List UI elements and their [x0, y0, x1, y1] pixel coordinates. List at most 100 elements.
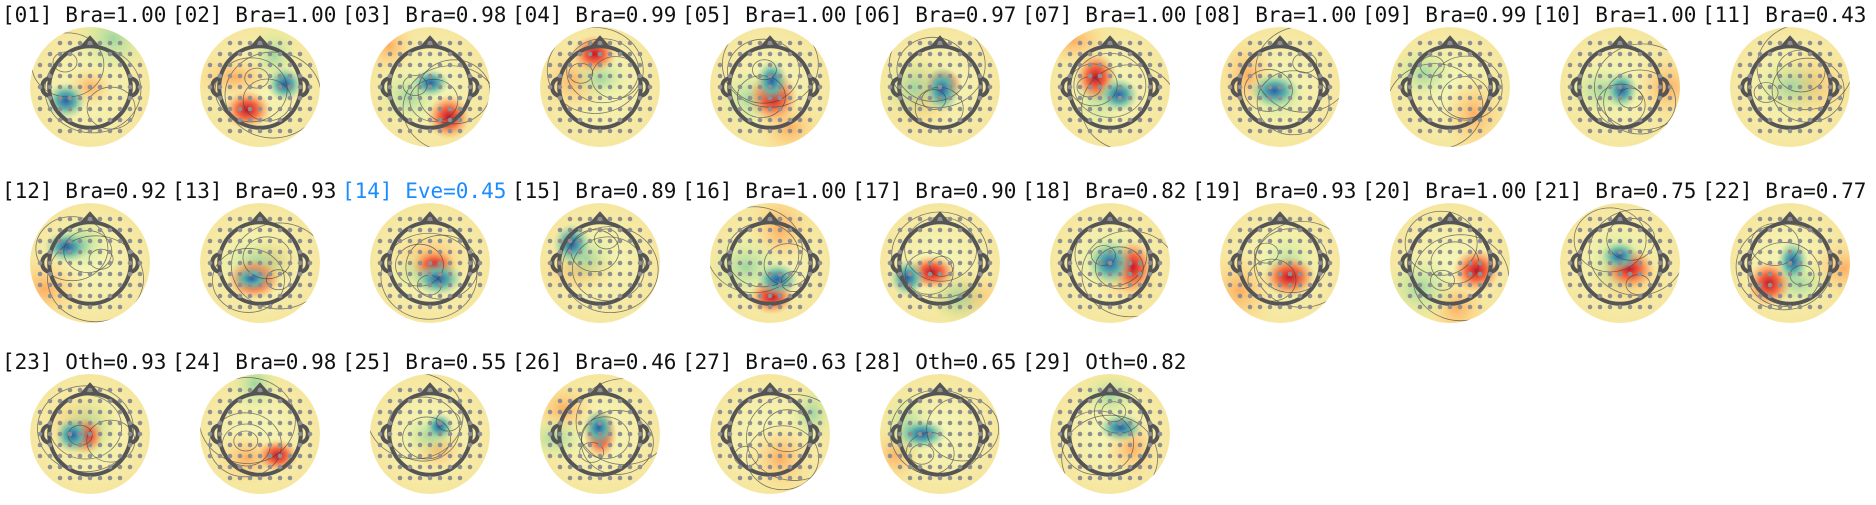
topomap	[200, 374, 320, 494]
sensor	[57, 282, 63, 288]
sensor	[577, 249, 583, 255]
sensor	[127, 282, 133, 288]
sensor	[977, 453, 983, 459]
sensor	[397, 128, 403, 134]
sensor	[547, 431, 553, 437]
sensor	[797, 40, 803, 46]
sensor	[57, 40, 63, 46]
sensor	[1417, 260, 1423, 266]
sensor	[1427, 117, 1433, 123]
sensor	[1227, 106, 1233, 112]
sensor	[947, 249, 953, 255]
sensor	[477, 238, 483, 244]
sensor	[627, 282, 633, 288]
sensor	[917, 453, 923, 459]
contour-line	[417, 59, 490, 125]
sensor	[957, 475, 963, 481]
sensor	[757, 62, 763, 68]
sensor	[757, 106, 763, 112]
sensor	[1827, 51, 1833, 57]
sensor	[1777, 117, 1783, 123]
sensor	[307, 431, 313, 437]
sensor	[557, 62, 563, 68]
sensor	[967, 464, 973, 470]
sensor	[1487, 73, 1493, 79]
sensor	[57, 304, 63, 310]
sensor	[457, 409, 463, 415]
sensor	[1417, 304, 1423, 310]
sensor	[1137, 409, 1143, 415]
sensor	[917, 249, 923, 255]
sensor	[797, 249, 803, 255]
sensor	[597, 128, 603, 134]
sensor	[1437, 282, 1443, 288]
sensor	[927, 442, 933, 448]
sensor	[107, 260, 113, 266]
sensor	[637, 117, 643, 123]
sensor	[427, 95, 433, 101]
sensor	[1097, 238, 1103, 244]
sensor	[887, 442, 893, 448]
sensor	[47, 398, 53, 404]
sensor	[727, 260, 733, 266]
sensor	[917, 73, 923, 79]
component-label[interactable]: [14] Eve=0.45	[342, 179, 506, 203]
sensor	[1777, 128, 1783, 134]
sensor	[617, 475, 623, 481]
sensor	[787, 398, 793, 404]
sensor	[787, 282, 793, 288]
sensor	[567, 117, 573, 123]
sensor	[627, 387, 633, 393]
sensor	[1597, 216, 1603, 222]
sensor	[477, 282, 483, 288]
sensor	[437, 282, 443, 288]
sensor	[207, 249, 213, 255]
sensor	[477, 420, 483, 426]
sensor	[87, 431, 93, 437]
sensor	[817, 84, 823, 90]
sensor	[457, 431, 463, 437]
sensor	[927, 117, 933, 123]
sensor	[1327, 282, 1333, 288]
sensor	[917, 216, 923, 222]
sensor	[957, 260, 963, 266]
sensor	[1497, 271, 1503, 277]
sensor	[607, 117, 613, 123]
nose	[250, 211, 270, 225]
sensor	[627, 293, 633, 299]
sensor	[1247, 216, 1253, 222]
sensor	[1147, 227, 1153, 233]
sensor	[567, 238, 573, 244]
sensor	[1117, 40, 1123, 46]
sensor	[1297, 238, 1303, 244]
sensor	[1287, 249, 1293, 255]
sensor	[1497, 95, 1503, 101]
sensor	[947, 227, 953, 233]
sensor	[1257, 260, 1263, 266]
sensor	[1317, 117, 1323, 123]
sensor	[427, 420, 433, 426]
sensor	[977, 409, 983, 415]
sensor	[427, 227, 433, 233]
sensor	[297, 431, 303, 437]
sensor	[787, 293, 793, 299]
sensor	[1267, 260, 1273, 266]
sensor	[297, 51, 303, 57]
sensor	[417, 117, 423, 123]
sensor	[947, 409, 953, 415]
sensor	[1137, 464, 1143, 470]
sensor	[277, 409, 283, 415]
sensor	[227, 227, 233, 233]
contour-line	[244, 67, 270, 89]
sensor	[1227, 238, 1233, 244]
sensor	[557, 84, 563, 90]
sensor	[787, 106, 793, 112]
sensor	[1647, 227, 1653, 233]
sensor	[1497, 282, 1503, 288]
sensor	[1087, 475, 1093, 481]
sensor	[377, 260, 383, 266]
sensor	[737, 409, 743, 415]
sensor	[637, 249, 643, 255]
sensor	[117, 216, 123, 222]
sensor	[597, 398, 603, 404]
